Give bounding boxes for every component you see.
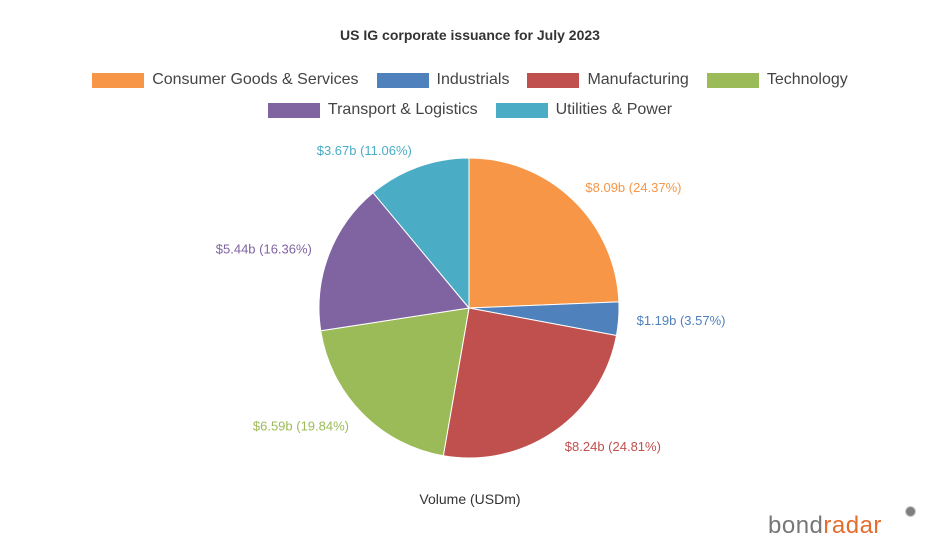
legend-swatch	[527, 72, 580, 88]
data-label-transport-logistics: $5.44b (16.36%)	[216, 242, 312, 257]
legend-swatch	[267, 102, 320, 118]
legend-item-manufacturing[interactable]: Manufacturing	[527, 71, 689, 89]
pie-slice-transport-logistics[interactable]	[318, 192, 470, 332]
legend-label: Technology	[766, 71, 848, 88]
legend-label: Utilities & Power	[555, 101, 673, 118]
legend-swatch	[706, 72, 759, 88]
pie-slice-manufacturing[interactable]	[442, 307, 618, 459]
legend-label: Transport & Logistics	[327, 101, 478, 118]
chart-title: US IG corporate issuance for July 2023	[340, 27, 600, 43]
legend-item-industrials[interactable]: Industrials	[376, 71, 510, 89]
data-label-utilities-power: $3.67b (11.06%)	[317, 143, 412, 158]
brand-logo-dot	[905, 506, 916, 517]
legend-item-consumer-goods[interactable]: Consumer Goods & Services	[92, 71, 359, 89]
legend-row-2: Transport & Logistics Utilities & Power	[0, 101, 940, 119]
brand-logo-accent: radar	[823, 512, 882, 539]
pie-slice-consumer-goods-services[interactable]	[468, 157, 620, 309]
data-label-manufacturing: $8.24b (24.81%)	[565, 439, 661, 454]
legend-label: Manufacturing	[587, 71, 689, 88]
legend-row-1: Consumer Goods & Services Industrials Ma…	[0, 71, 940, 89]
legend-swatch	[92, 72, 145, 88]
pie-slice-utilities-power[interactable]	[372, 157, 470, 310]
brand-logo-prefix: bond	[768, 512, 824, 539]
legend-item-utilities-power[interactable]: Utilities & Power	[495, 101, 673, 119]
data-label-industrials: $1.19b (3.57%)	[637, 313, 726, 328]
data-label-technology: $6.59b (19.84%)	[253, 419, 349, 434]
pie-slice-technology[interactable]	[320, 307, 470, 457]
legend-swatch	[376, 72, 429, 88]
legend-swatch	[495, 102, 548, 118]
data-label-consumer-goods-services: $8.09b (24.37%)	[585, 180, 681, 195]
legend-item-transport-logistics[interactable]: Transport & Logistics	[267, 101, 478, 119]
legend-item-technology[interactable]: Technology	[706, 71, 848, 89]
brand-logo: bondradar	[768, 512, 882, 540]
x-axis-label: Volume (USDm)	[419, 491, 521, 507]
legend-label: Industrials	[436, 71, 510, 88]
legend-label: Consumer Goods & Services	[152, 71, 359, 88]
